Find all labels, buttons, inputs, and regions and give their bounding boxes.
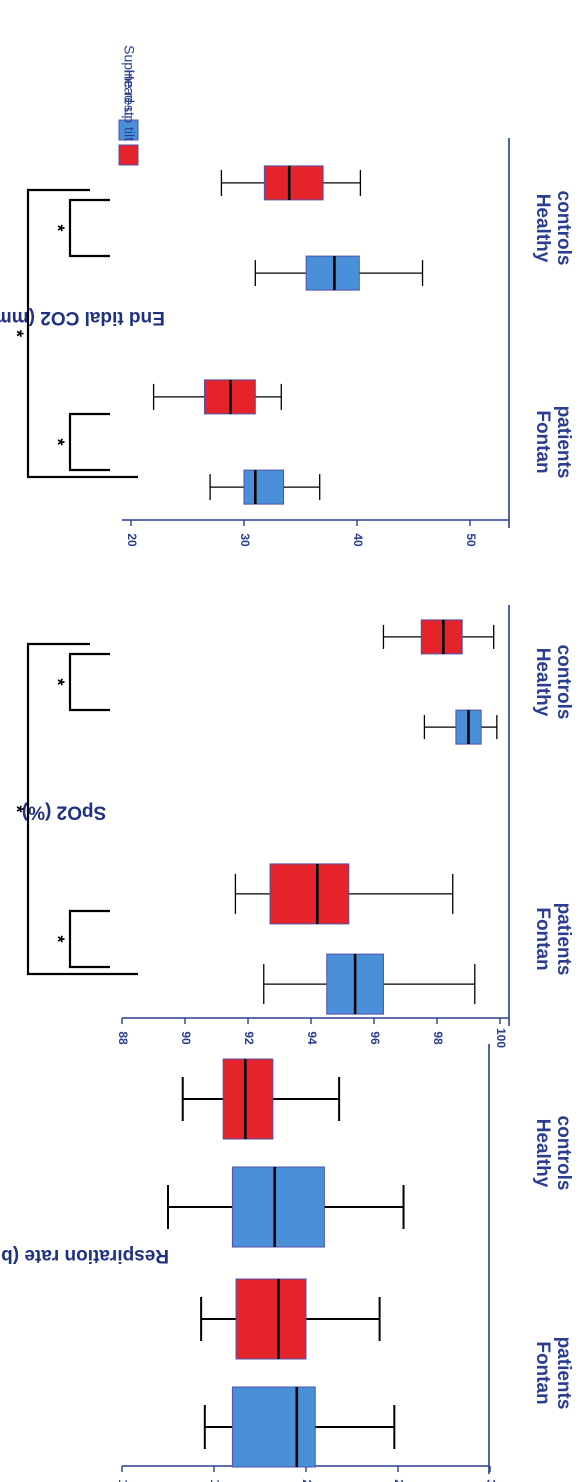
- box-head-up-tilt-fontan: [200, 1278, 381, 1360]
- value-tick-label: 94: [305, 1031, 319, 1045]
- category-label-line2: controls: [553, 1116, 574, 1191]
- box-iqr: [263, 165, 324, 201]
- value-tick-label: 30: [238, 533, 252, 547]
- value-tick-label: 92: [242, 1031, 256, 1045]
- value-tick-label: 30: [484, 1479, 498, 1482]
- legend-swatch-head-up-tilt: [118, 144, 139, 166]
- chart-panel-etco2: 20 30 40 50 End tidal CO2 (mmHg) Fontanpatien…: [0, 138, 574, 547]
- value-tick-label: 25: [392, 1479, 406, 1482]
- significance-bracket: *: [6, 642, 138, 976]
- significance-star: *: [47, 438, 67, 445]
- bracket-line: [26, 642, 138, 976]
- box-supine-rest-fontan: [209, 469, 321, 505]
- category-label-line2: patients: [553, 1337, 574, 1410]
- bracket-line: [26, 188, 138, 479]
- box-supine-rest-controls: [423, 709, 498, 745]
- significance-star: *: [6, 805, 26, 812]
- legend-label-head-up-tilt: Head-up tilt: [121, 69, 137, 141]
- box-head-up-tilt-fontan: [152, 379, 282, 415]
- chart-panel-respiration: 10 15 20 25 30 Respiration rate (brpm) Fontanp…: [0, 1044, 574, 1482]
- category-label-line1: Fontan: [532, 410, 553, 473]
- category-label-line2: patients: [553, 903, 574, 976]
- bracket-line: [68, 198, 110, 258]
- significance-bracket: *: [47, 652, 110, 712]
- chart-panel-spo2: 88 90 92 94 96 98 100 SpO2 (%) Fontan patients Hea…: [6, 605, 574, 1048]
- legend-label-supine-rest: Supine rest: [121, 45, 137, 116]
- value-tick-label: 96: [368, 1031, 382, 1045]
- box-iqr: [231, 1386, 316, 1468]
- value-tick-label: 100: [494, 1028, 508, 1048]
- value-tick-label: 88: [116, 1031, 130, 1045]
- box-supine-rest-fontan: [203, 1386, 396, 1468]
- box-iqr: [420, 619, 463, 655]
- value-tick-label: 10: [116, 1479, 130, 1482]
- box-supine-rest-controls: [254, 255, 424, 291]
- box-head-up-tilt-controls: [181, 1058, 341, 1140]
- box-iqr: [235, 1278, 307, 1360]
- value-tick-label: 20: [300, 1479, 314, 1482]
- category-label-line2: patients: [553, 406, 574, 479]
- category-label-line1: Healthy: [532, 194, 553, 263]
- value-tick-label: 20: [125, 533, 139, 547]
- significance-bracket: *: [47, 909, 110, 969]
- category-label-line2: controls: [553, 645, 574, 720]
- category-label-line1: Fontan: [532, 1341, 553, 1404]
- value-tick-label: 98: [431, 1031, 445, 1045]
- category-label-line2: controls: [553, 191, 574, 266]
- value-axis-title: Respiration rate (brpm): [0, 1245, 169, 1266]
- box-head-up-tilt-controls: [382, 619, 495, 655]
- bracket-line: [68, 652, 110, 712]
- box-head-up-tilt-controls: [220, 165, 362, 201]
- significance-bracket: *: [6, 188, 138, 479]
- significance-bracket: *: [47, 198, 110, 258]
- significance-star: *: [6, 330, 26, 337]
- value-tick-label: 50: [464, 533, 478, 547]
- legend-swatch-supine-rest: [118, 119, 139, 141]
- category-label-line1: Healthy: [532, 648, 553, 717]
- box-iqr: [269, 863, 350, 925]
- box-iqr: [231, 1166, 325, 1248]
- significance-star: *: [47, 224, 67, 231]
- bracket-line: [68, 412, 110, 472]
- box-iqr: [243, 469, 285, 505]
- significance-bracket: *: [47, 412, 110, 472]
- category-label-line1: Fontan: [532, 907, 553, 970]
- value-axis-title: SpO2 (%): [22, 801, 106, 822]
- value-tick-label: 40: [351, 533, 365, 547]
- value-axis-title: End tidal CO2 (mmHg): [0, 307, 165, 328]
- value-tick-label: 15: [208, 1479, 222, 1482]
- value-tick-label: 90: [179, 1031, 193, 1045]
- bracket-line: [68, 909, 110, 969]
- category-label-line1: Healthy: [532, 1119, 553, 1188]
- box-head-up-tilt-fontan: [234, 863, 454, 925]
- box-iqr: [305, 255, 360, 291]
- box-supine-rest-controls: [167, 1166, 405, 1248]
- significance-star: *: [47, 678, 67, 685]
- box-supine-rest-fontan: [263, 953, 476, 1015]
- box-iqr: [222, 1058, 274, 1140]
- significance-star: *: [47, 935, 67, 942]
